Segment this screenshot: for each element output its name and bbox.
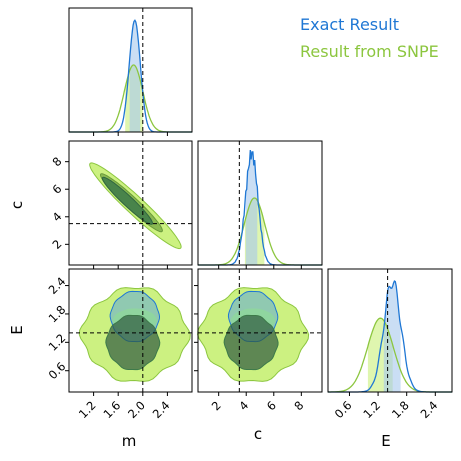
ytick-label-E: 1.2: [46, 331, 69, 354]
xtick-label-m: 2.0: [125, 398, 148, 421]
ytick-label-E: 0.6: [46, 359, 69, 382]
xtick-label-E: 1.2: [360, 398, 383, 421]
contour-inner-m-E: [105, 314, 161, 371]
legend-item-snpe: Result from SNPE: [300, 42, 439, 61]
panel-frame-Ec: [197, 268, 323, 393]
xtick-label-c: 6: [264, 398, 279, 413]
panel-frame-EE: [327, 268, 453, 393]
x-axis-label-m: m: [122, 432, 137, 450]
ytick-label-c: 8: [49, 154, 64, 169]
xtick-label-c: 2: [209, 398, 224, 413]
marginal-fill-E-exact: [383, 281, 401, 392]
xtick-label-E: 2.4: [418, 398, 441, 421]
xtick-label-E: 1.8: [389, 398, 412, 421]
contour-inner-c-E: [223, 314, 279, 371]
panel-frame-cm: [68, 140, 193, 266]
y-axis-label-E: E: [8, 325, 26, 334]
legend-item-exact: Exact Result: [300, 15, 399, 34]
ytick-label-c: 6: [49, 182, 64, 197]
panel-frame-cc: [197, 140, 323, 266]
xtick-label-m: 1.2: [76, 398, 99, 421]
ytick-label-E: 2.4: [46, 274, 69, 297]
panel-frame-Em: [68, 268, 193, 393]
panel-frame-mm: [68, 7, 193, 133]
ytick-label-E: 1.8: [46, 303, 69, 326]
marginal-fill-c-exact: [245, 150, 258, 265]
xtick-label-c: 8: [291, 398, 306, 413]
ytick-label-c: 4: [49, 209, 64, 224]
x-axis-label-c: c: [254, 425, 262, 443]
ytick-label-c: 2: [49, 237, 64, 252]
x-axis-label-E: E: [381, 432, 390, 450]
y-axis-label-c: c: [8, 201, 26, 209]
xtick-label-m: 1.6: [100, 398, 123, 421]
marginal-fill-m-exact: [129, 20, 141, 132]
xtick-label-m: 2.4: [150, 398, 173, 421]
xtick-label-E: 0.6: [332, 398, 355, 421]
xtick-label-c: 4: [236, 398, 251, 413]
contour-exact-inner-m-c: [101, 176, 153, 225]
